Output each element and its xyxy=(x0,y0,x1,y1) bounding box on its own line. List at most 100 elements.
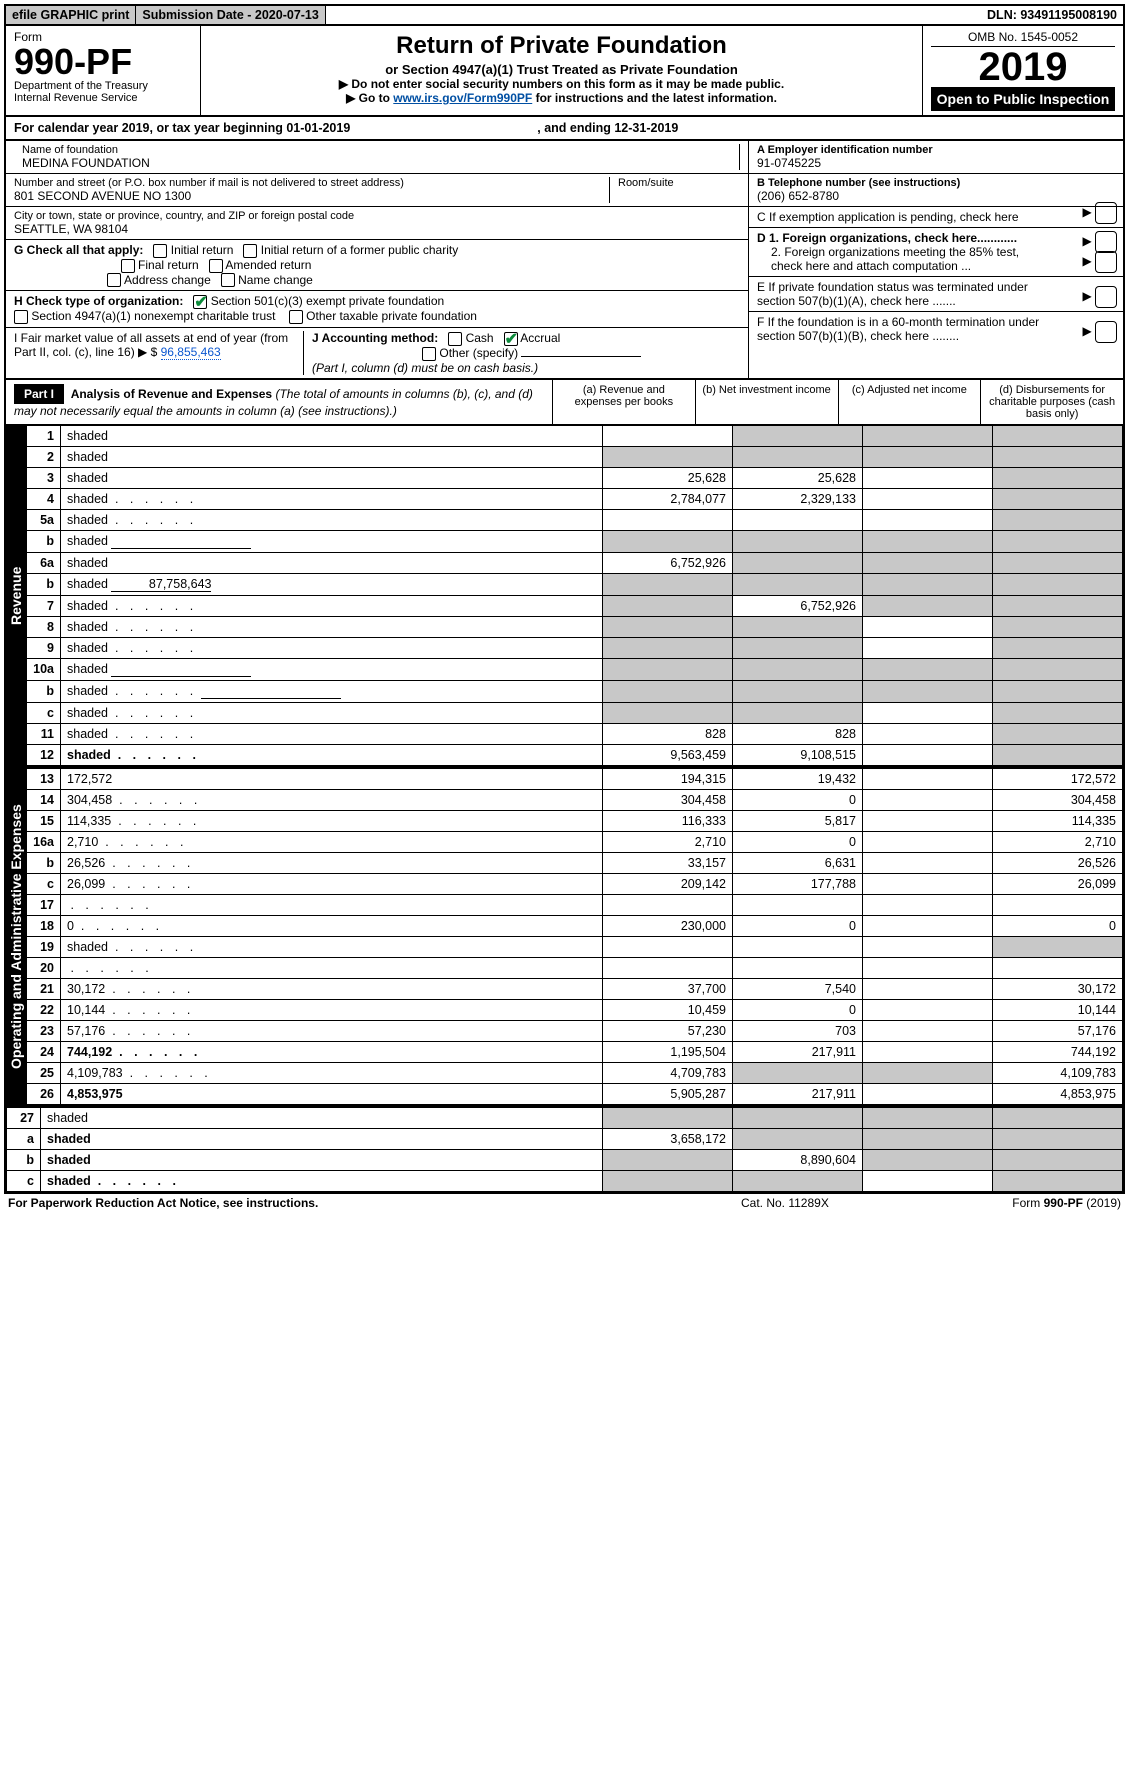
table-row: 11shaded . . . . . .828828 xyxy=(27,723,1123,744)
cb-address-change[interactable] xyxy=(107,273,121,287)
table-row: bshaded . . . . . . xyxy=(27,680,1123,702)
cb-initial-former[interactable] xyxy=(243,244,257,258)
table-row: 20 . . . . . . xyxy=(27,957,1123,978)
cb-4947[interactable] xyxy=(14,310,28,324)
expenses-table: 13172,572194,31519,432172,57214304,458 .… xyxy=(26,768,1123,1105)
table-row: 2357,176 . . . . . .57,23070357,176 xyxy=(27,1020,1123,1041)
cb-accrual[interactable] xyxy=(504,332,518,346)
g-opt-3: Amended return xyxy=(225,258,311,272)
table-row: 16a2,710 . . . . . .2,71002,710 xyxy=(27,831,1123,852)
form-id-block: Form 990-PF Department of the Treasury I… xyxy=(6,26,201,115)
cb-d1[interactable] xyxy=(1095,231,1117,253)
table-row: ashaded3,658,172 xyxy=(7,1128,1123,1149)
instr-1: ▶ Do not enter social security numbers o… xyxy=(209,77,914,91)
tel-label: B Telephone number (see instructions) xyxy=(757,177,960,189)
cb-other-taxable[interactable] xyxy=(289,310,303,324)
h-row: H Check type of organization: Section 50… xyxy=(6,291,748,328)
cb-e[interactable] xyxy=(1095,286,1117,308)
identity-box: Name of foundation MEDINA FOUNDATION Num… xyxy=(4,141,1125,380)
footer-row: For Paperwork Reduction Act Notice, see … xyxy=(4,1194,1125,1212)
h-opt2: Section 4947(a)(1) nonexempt charitable … xyxy=(31,309,275,323)
cb-c[interactable] xyxy=(1095,202,1117,224)
top-bar: efile GRAPHIC print Submission Date - 20… xyxy=(4,4,1125,26)
i-label: I Fair market value of all assets at end… xyxy=(14,331,288,359)
d2-label: 2. Foreign organizations meeting the 85%… xyxy=(757,245,1037,273)
table-row: 5ashaded . . . . . . xyxy=(27,509,1123,530)
table-row: 264,853,9755,905,287217,9114,853,975 xyxy=(27,1083,1123,1104)
table-row: bshaded xyxy=(27,530,1123,552)
table-row: 24744,192 . . . . . .1,195,504217,911744… xyxy=(27,1041,1123,1062)
table-row: bshaded 87,758,643 xyxy=(27,573,1123,595)
foundation-address: 801 SECOND AVENUE NO 1300 xyxy=(14,189,601,203)
h-opt3: Other taxable private foundation xyxy=(306,309,477,323)
table-row: c26,099 . . . . . .209,142177,78826,099 xyxy=(27,873,1123,894)
g-opt-5: Name change xyxy=(238,273,313,287)
h-label: H Check type of organization: xyxy=(14,294,183,308)
cb-final-return[interactable] xyxy=(121,259,135,273)
table-row: 4shaded . . . . . .2,784,0772,329,133 xyxy=(27,488,1123,509)
cb-501c3[interactable] xyxy=(193,295,207,309)
calendar-year-row: For calendar year 2019, or tax year begi… xyxy=(4,117,1125,141)
fmv-link[interactable]: 96,855,463 xyxy=(161,345,221,360)
expenses-sidelabel: Operating and Administrative Expenses xyxy=(6,768,26,1105)
open-public-label: Open to Public Inspection xyxy=(931,87,1115,111)
col-d-header: (d) Disbursements for charitable purpose… xyxy=(980,380,1123,424)
ein: 91-0745225 xyxy=(757,156,1115,170)
table-row: 2210,144 . . . . . .10,459010,144 xyxy=(27,999,1123,1020)
cb-initial-return[interactable] xyxy=(153,244,167,258)
cb-f[interactable] xyxy=(1095,321,1117,343)
c-label: C If exemption application is pending, c… xyxy=(757,210,1019,224)
table-row: 27shaded xyxy=(7,1107,1123,1128)
table-row: cshaded . . . . . . xyxy=(27,702,1123,723)
table-row: 6ashaded6,752,926 xyxy=(27,552,1123,573)
cb-cash[interactable] xyxy=(448,332,462,346)
ein-label: A Employer identification number xyxy=(757,144,933,156)
j-cash: Cash xyxy=(466,331,494,345)
cb-amended[interactable] xyxy=(209,259,223,273)
instr2-post: for instructions and the latest informat… xyxy=(532,91,777,105)
revenue-sidelabel: Revenue xyxy=(6,425,26,766)
table-row: cshaded . . . . . . xyxy=(7,1170,1123,1191)
j-accrual: Accrual xyxy=(520,331,560,345)
table-row: 14304,458 . . . . . .304,4580304,458 xyxy=(27,789,1123,810)
table-row: 180 . . . . . .230,00000 xyxy=(27,915,1123,936)
cb-other-method[interactable] xyxy=(422,347,436,361)
form-title-center: Return of Private Foundation or Section … xyxy=(201,26,923,115)
telephone: (206) 652-8780 xyxy=(757,189,1115,203)
f-label: F If the foundation is in a 60-month ter… xyxy=(757,315,1057,343)
dept-label: Department of the Treasury Internal Reve… xyxy=(14,80,192,104)
cb-name-change[interactable] xyxy=(221,273,235,287)
footer-right: Form 990-PF (2019) xyxy=(941,1196,1121,1210)
efile-label[interactable]: efile GRAPHIC print xyxy=(6,6,136,24)
h-opt1: Section 501(c)(3) exempt private foundat… xyxy=(211,294,444,308)
table-row: 17 . . . . . . xyxy=(27,894,1123,915)
table-row: 254,109,783 . . . . . .4,709,7834,109,78… xyxy=(27,1062,1123,1083)
instr2-pre: ▶ Go to xyxy=(346,91,393,105)
footer-mid: Cat. No. 11289X xyxy=(741,1196,941,1210)
table-row: 9shaded . . . . . . xyxy=(27,637,1123,658)
calrow-begin: 01-01-2019 xyxy=(286,121,350,135)
table-row: 1shaded xyxy=(27,425,1123,446)
part1-tag: Part I xyxy=(14,384,64,404)
dln-label: DLN: 93491195008190 xyxy=(981,6,1123,24)
table-row: 12shaded . . . . . .9,563,4599,108,515 xyxy=(27,744,1123,765)
table-row: b26,526 . . . . . .33,1576,63126,526 xyxy=(27,852,1123,873)
calrow-mid: , and ending xyxy=(537,121,614,135)
foundation-city: SEATTLE, WA 98104 xyxy=(14,222,740,236)
city-label: City or town, state or province, country… xyxy=(14,210,740,222)
col-c-header: (c) Adjusted net income xyxy=(838,380,981,424)
name-label: Name of foundation xyxy=(22,144,731,156)
g-opt-1: Initial return of a former public charit… xyxy=(261,243,458,257)
irs-link[interactable]: www.irs.gov/Form990PF xyxy=(393,91,532,105)
table-row: bshaded8,890,604 xyxy=(7,1149,1123,1170)
room-label: Room/suite xyxy=(618,177,740,189)
table-row: 7shaded . . . . . .6,752,926 xyxy=(27,595,1123,616)
table-row: 2130,172 . . . . . .37,7007,54030,172 xyxy=(27,978,1123,999)
cb-d2[interactable] xyxy=(1095,251,1117,273)
footer-left: For Paperwork Reduction Act Notice, see … xyxy=(8,1196,741,1210)
form-main-title: Return of Private Foundation xyxy=(209,32,914,60)
line27-table: 27shadedashaded3,658,172bshaded8,890,604… xyxy=(6,1107,1123,1192)
topbar-spacer xyxy=(326,6,981,24)
d1-label: D 1. Foreign organizations, check here..… xyxy=(757,231,1017,245)
table-row: 10ashaded xyxy=(27,658,1123,680)
